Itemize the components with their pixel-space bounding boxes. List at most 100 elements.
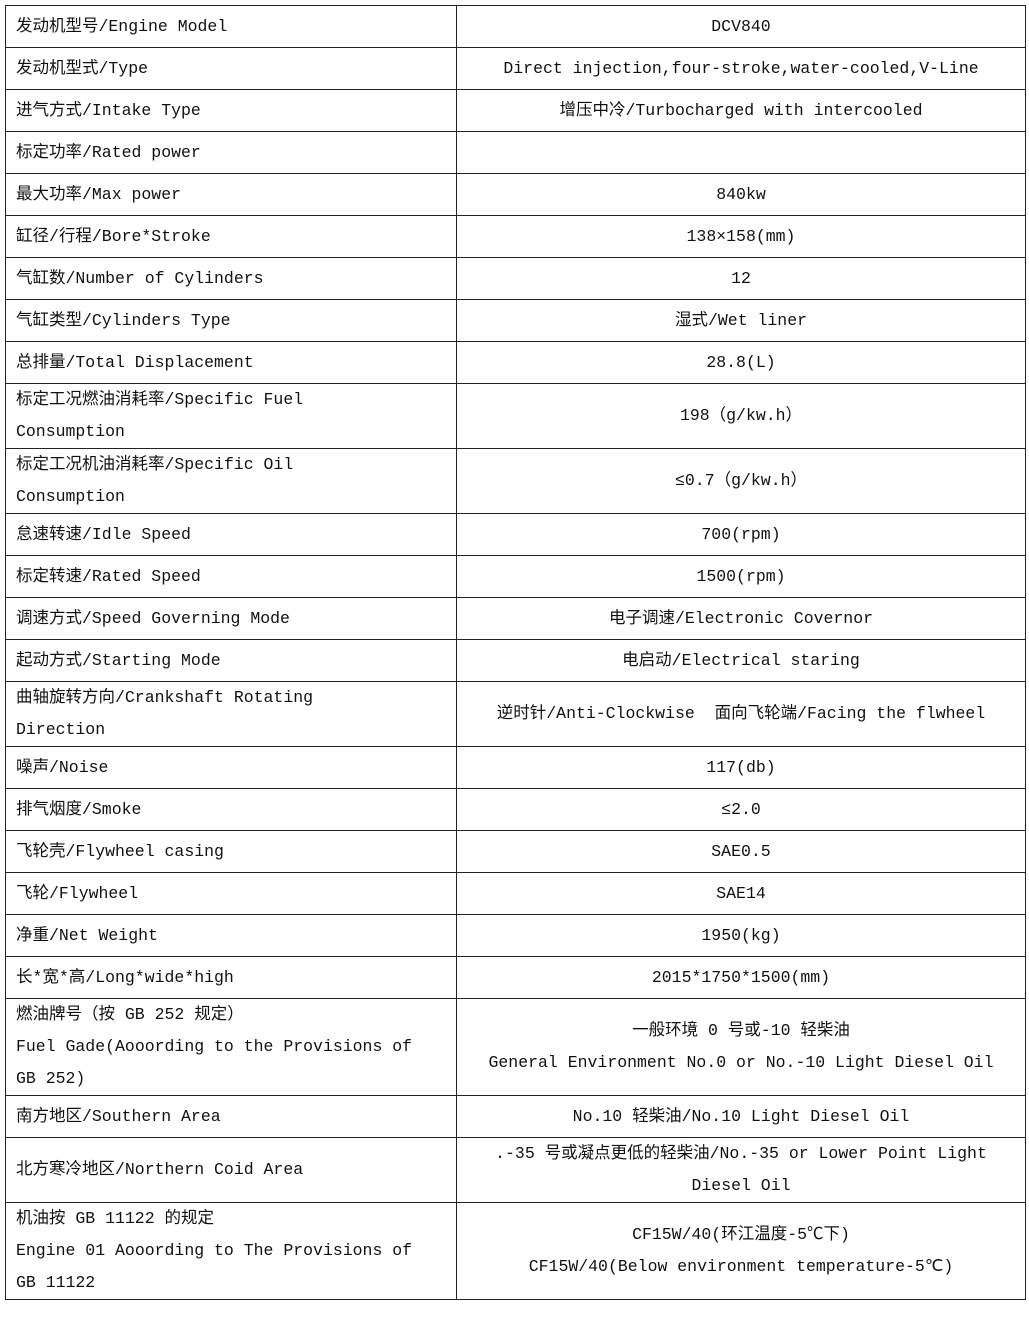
- spec-label-cell: 飞轮壳/Flywheel casing: [5, 830, 457, 873]
- spec-label: 净重/Net Weight: [16, 925, 158, 945]
- table-row: 进气方式/Intake Type 增压中冷/Turbocharged with i…: [5, 89, 1026, 132]
- spec-value: 2015*1750*1500(mm): [651, 967, 831, 987]
- table-row: 发动机型号/Engine Model DCV840: [5, 5, 1026, 48]
- spec-value: .-35 号或凝点更低的轻柴油/No.-35 or Lower Point Li…: [495, 1144, 987, 1163]
- spec-label: 标定工况机油消耗率/Specific Oil: [16, 455, 294, 474]
- spec-value: 700(rpm): [701, 524, 781, 544]
- spec-label-cell: 燃油牌号（按 GB 252 规定） Fuel Gade(Aooording to …: [5, 998, 457, 1096]
- table-row: 飞轮/Flywheel SAE14: [5, 872, 1026, 915]
- spec-value-cell: ≤0.7（g/kw.h）: [456, 448, 1026, 514]
- spec-value-cell: Direct injection,four-stroke,water-coole…: [456, 47, 1026, 90]
- spec-label: 机油按 GB 11122 的规定: [16, 1209, 215, 1228]
- spec-label-cell: 曲轴旋转方向/Crankshaft Rotating Direction: [5, 681, 457, 747]
- spec-value-cell: 电启动/Electrical staring: [456, 639, 1026, 682]
- spec-value-cell: 840kw: [456, 173, 1026, 216]
- spec-label-cell: 气缸类型/Cylinders Type: [5, 299, 457, 342]
- spec-value: 12: [731, 268, 751, 288]
- spec-value-cell: 增压中冷/Turbocharged with intercooled: [456, 89, 1026, 132]
- table-row: 曲轴旋转方向/Crankshaft Rotating Direction 逆时针/A…: [5, 681, 1026, 747]
- spec-value-cell: 138×158(mm): [456, 215, 1026, 258]
- table-row: 总排量/Total Displacement 28.8(L): [5, 341, 1026, 384]
- spec-label: 飞轮壳/Flywheel casing: [16, 841, 224, 861]
- spec-value: 198（g/kw.h）: [679, 406, 803, 425]
- spec-label-cell: 标定转速/Rated Speed: [5, 555, 457, 598]
- spec-value-cell: [456, 131, 1026, 174]
- spec-value: 1950(kg): [701, 925, 781, 945]
- spec-label: 燃油牌号（按 GB 252 规定）: [16, 1005, 244, 1024]
- spec-value: 840kw: [716, 184, 766, 204]
- table-row: 缸径/行程/Bore*Stroke 138×158(mm): [5, 215, 1026, 258]
- spec-label: 气缸类型/Cylinders Type: [16, 310, 231, 330]
- table-row: 南方地区/Southern Area No.10 轻柴油/No.10 Light …: [5, 1095, 1026, 1138]
- spec-label: 飞轮/Flywheel: [16, 883, 139, 903]
- spec-label-cell: 排气烟度/Smoke: [5, 788, 457, 831]
- spec-label: GB 11122: [16, 1273, 96, 1292]
- spec-label-cell: 发动机型号/Engine Model: [5, 5, 457, 48]
- spec-value: 117(db): [706, 757, 776, 777]
- spec-label: 进气方式/Intake Type: [16, 100, 201, 120]
- spec-value-cell: 12: [456, 257, 1026, 300]
- spec-value: 电启动/Electrical staring: [622, 650, 860, 670]
- spec-value-cell: 1950(kg): [456, 914, 1026, 957]
- table-row: 标定转速/Rated Speed 1500(rpm): [5, 555, 1026, 598]
- spec-value-cell: No.10 轻柴油/No.10 Light Diesel Oil: [456, 1095, 1026, 1138]
- spec-value-cell: SAE0.5: [456, 830, 1026, 873]
- table-row: 长*宽*高/Long*wide*high 2015*1750*1500(mm): [5, 956, 1026, 999]
- table-row: 飞轮壳/Flywheel casing SAE0.5: [5, 830, 1026, 873]
- spec-value: Diesel Oil: [691, 1176, 791, 1195]
- spec-label: 长*宽*高/Long*wide*high: [16, 967, 234, 987]
- spec-label: 发动机型式/Type: [16, 58, 149, 78]
- spec-label: 调速方式/Speed Governing Mode: [16, 608, 290, 628]
- spec-value: 28.8(L): [706, 352, 776, 372]
- spec-value: SAE14: [716, 883, 766, 903]
- spec-value-cell: 28.8(L): [456, 341, 1026, 384]
- table-row: 净重/Net Weight 1950(kg): [5, 914, 1026, 957]
- spec-label-cell: 机油按 GB 11122 的规定 Engine 01 Aooording to T…: [5, 1202, 457, 1300]
- spec-label-cell: 标定功率/Rated power: [5, 131, 457, 174]
- spec-value: CF15W/40(Below environment temperature-5…: [528, 1257, 954, 1276]
- spec-value: ≤2.0: [721, 799, 761, 819]
- table-row: 机油按 GB 11122 的规定 Engine 01 Aooording to T…: [5, 1202, 1026, 1300]
- table-row: 起动方式/Starting Mode 电启动/Electrical staring: [5, 639, 1026, 682]
- spec-label-cell: 北方寒冷地区/Northern Coid Area: [5, 1137, 457, 1203]
- spec-label: 标定工况燃油消耗率/Specific Fuel: [16, 390, 304, 409]
- spec-label-cell: 进气方式/Intake Type: [5, 89, 457, 132]
- spec-label-cell: 总排量/Total Displacement: [5, 341, 457, 384]
- spec-label-cell: 飞轮/Flywheel: [5, 872, 457, 915]
- spec-label: Consumption: [16, 487, 125, 506]
- spec-label: Consumption: [16, 422, 125, 441]
- spec-label: 标定功率/Rated power: [16, 142, 201, 162]
- spec-label: Direction: [16, 720, 106, 739]
- spec-label-cell: 净重/Net Weight: [5, 914, 457, 957]
- spec-value: 逆时针/Anti-Clockwise 面向飞轮端/Facing the flwh…: [496, 704, 986, 723]
- table-row: 气缸数/Number of Cylinders 12: [5, 257, 1026, 300]
- spec-value-cell: 电子调速/Electronic Covernor: [456, 597, 1026, 640]
- spec-label-cell: 气缸数/Number of Cylinders: [5, 257, 457, 300]
- table-row: 标定工况机油消耗率/Specific Oil Consumption ≤0.7（g/…: [5, 448, 1026, 514]
- spec-value: 湿式/Wet liner: [674, 310, 808, 330]
- table-row: 最大功率/Max power 840kw: [5, 173, 1026, 216]
- spec-label: Engine 01 Aooording to The Provisions of: [16, 1241, 413, 1260]
- spec-label: 排气烟度/Smoke: [16, 799, 142, 819]
- table-row: 排气烟度/Smoke ≤2.0: [5, 788, 1026, 831]
- spec-label-cell: 调速方式/Speed Governing Mode: [5, 597, 457, 640]
- spec-label: 起动方式/Starting Mode: [16, 650, 221, 670]
- spec-value-cell: 117(db): [456, 746, 1026, 789]
- spec-label: 发动机型号/Engine Model: [16, 16, 228, 36]
- spec-value: Direct injection,four-stroke,water-coole…: [503, 58, 979, 78]
- spec-value: SAE0.5: [711, 841, 771, 861]
- spec-label-cell: 缸径/行程/Bore*Stroke: [5, 215, 457, 258]
- spec-value: 138×158(mm): [686, 226, 796, 246]
- spec-label: 北方寒冷地区/Northern Coid Area: [16, 1160, 304, 1179]
- spec-value-cell: ≤2.0: [456, 788, 1026, 831]
- spec-table-body: 发动机型号/Engine Model DCV840 发动机型式/Type Direct…: [5, 5, 1026, 1300]
- spec-value: No.10 轻柴油/No.10 Light Diesel Oil: [572, 1106, 910, 1126]
- spec-label: 南方地区/Southern Area: [16, 1106, 221, 1126]
- spec-label-cell: 标定工况燃油消耗率/Specific Fuel Consumption: [5, 383, 457, 449]
- spec-value: 1500(rpm): [696, 566, 786, 586]
- spec-label: 怠速转速/Idle Speed: [16, 524, 191, 544]
- spec-label-cell: 最大功率/Max power: [5, 173, 457, 216]
- table-row: 调速方式/Speed Governing Mode 电子调速/Electronic…: [5, 597, 1026, 640]
- spec-label-cell: 长*宽*高/Long*wide*high: [5, 956, 457, 999]
- spec-label: 气缸数/Number of Cylinders: [16, 268, 264, 288]
